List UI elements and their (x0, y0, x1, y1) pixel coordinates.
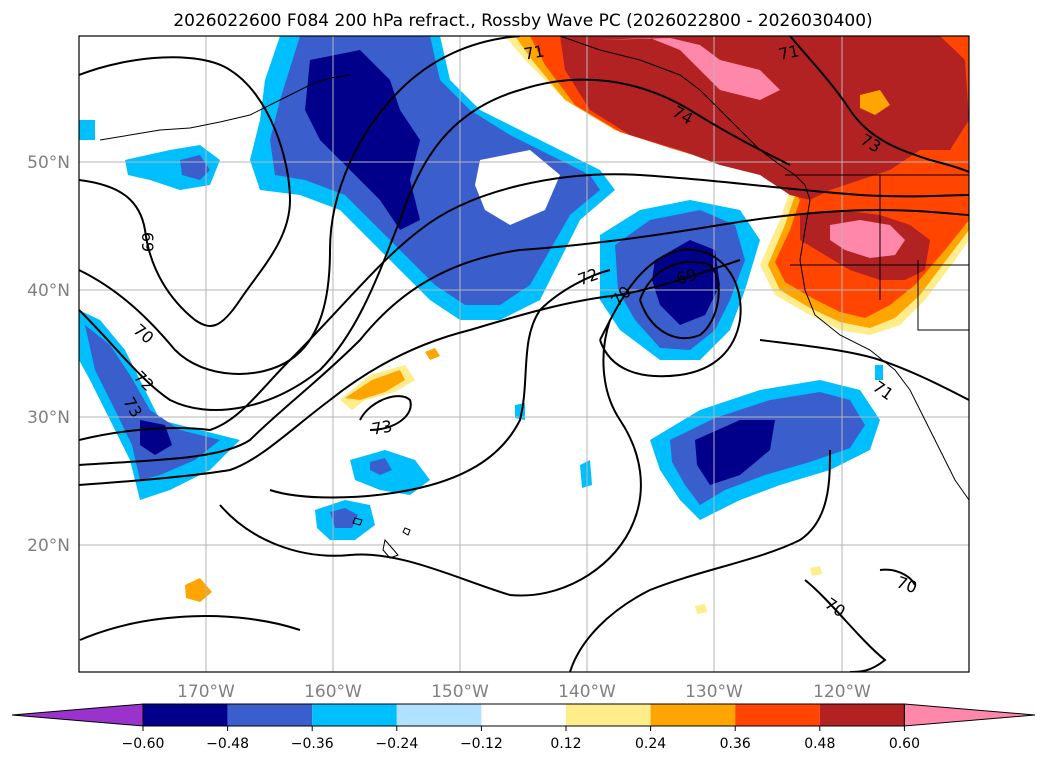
colorbar-outline (142, 703, 905, 727)
map-area: 71 71 74 73 69 70 72 73 72 70 69 73 71 7… (79, 36, 969, 672)
colorbar-tick-label: 0.24 (635, 736, 666, 752)
colorbar-segment (143, 704, 228, 726)
lat-label-40n: 40°N (27, 281, 70, 301)
lat-label-20n: 20°N (27, 536, 70, 556)
colorbar-segment (819, 704, 905, 726)
colorbar-tick-label: −0.60 (122, 736, 165, 752)
latitude-labels: 50°N 40°N 30°N 20°N (27, 153, 70, 556)
colorbar-segment (312, 704, 397, 726)
lon-label-130w: 130°W (685, 682, 743, 702)
figure-title: 2026022600 F084 200 hPa refract., Rossby… (173, 11, 872, 31)
colorbar-extend-max (903, 703, 1036, 727)
lon-label-140w: 140°W (558, 682, 616, 702)
coastlines (99, 36, 969, 559)
colorbar: −0.60 −0.48 −0.36 −0.24 −0.12 0.12 0.24 0.36 0.4… (11, 703, 1036, 752)
colorbar-tick-label: 0.36 (720, 736, 751, 752)
map-frame (78, 35, 970, 673)
colorbar-segment (396, 704, 482, 726)
colorbar-tick-label: −0.48 (206, 736, 249, 752)
colorbar-tick-label: 0.12 (550, 736, 581, 752)
contour-label: 71 (522, 41, 545, 63)
lon-label-170w: 170°W (177, 682, 235, 702)
minor-positive-shading (185, 348, 822, 614)
lon-label-160w: 160°W (304, 682, 362, 702)
lon-label-150w: 150°W (431, 682, 489, 702)
contour-label: 73 (370, 416, 393, 438)
colorbar-segment (481, 704, 566, 726)
colorbar-tick-label: 0.48 (804, 736, 835, 752)
positive-anomaly-shading (505, 36, 969, 335)
colorbar-tick-label: 0.60 (889, 736, 920, 752)
lon-label-120w: 120°W (813, 682, 871, 702)
refractivity-contours (79, 36, 969, 672)
colorbar-segment (650, 704, 736, 726)
colorbar-tick-label: −0.24 (375, 736, 418, 752)
contour-label: 69 (138, 232, 157, 252)
colorbar-segment (735, 704, 820, 726)
colorbar-segment (227, 704, 313, 726)
contour-label: 71 (777, 41, 801, 64)
colorbar-extend-min (11, 703, 144, 727)
lat-label-50n: 50°N (27, 153, 70, 173)
longitude-labels: 170°W 160°W 150°W 140°W 130°W 120°W (177, 682, 871, 702)
contour-label: 69 (674, 265, 699, 289)
colorbar-tick-label: −0.36 (291, 736, 334, 752)
lat-label-30n: 30°N (27, 408, 70, 428)
colorbar-segment (566, 704, 651, 726)
colorbar-tick-label: −0.12 (460, 736, 503, 752)
